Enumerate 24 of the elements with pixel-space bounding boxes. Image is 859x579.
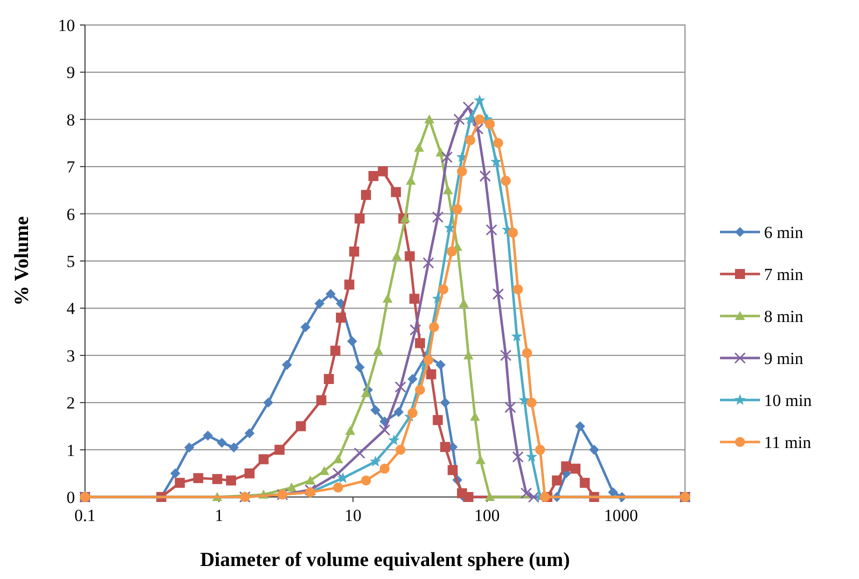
y-tick-label: 7	[66, 158, 76, 177]
y-tick-label: 1	[66, 440, 75, 460]
y-tick-label: 5	[66, 252, 75, 271]
x-tick-label: 0.1	[74, 506, 96, 525]
x-tick-label: 10	[344, 506, 362, 525]
y-axis-title: % Volume	[11, 216, 33, 306]
x-tick-label: 1000	[604, 506, 638, 525]
legend-label: 10 min	[764, 390, 812, 410]
x-tick-label: 100	[474, 506, 500, 525]
y-tick-label: 4	[66, 299, 76, 318]
y-tick-label: 10	[58, 16, 75, 35]
y-tick-label: 0	[66, 488, 75, 507]
y-tick-label: 9	[66, 63, 75, 82]
y-tick-label: 8	[66, 110, 75, 130]
legend-label: 9 min	[764, 348, 804, 368]
legend-label: 11 min	[764, 432, 812, 452]
x-tick-label: 1	[214, 506, 224, 525]
x-axis-title: Diameter of volume equivalent sphere (um)	[200, 549, 570, 571]
y-tick-label: 6	[66, 204, 75, 224]
legend-label: 6 min	[764, 222, 804, 242]
y-tick-label: 3	[66, 346, 75, 366]
legend-label: 8 min	[764, 306, 804, 326]
legend-label: 7 min	[764, 264, 804, 284]
y-tick-label: 2	[66, 394, 75, 413]
